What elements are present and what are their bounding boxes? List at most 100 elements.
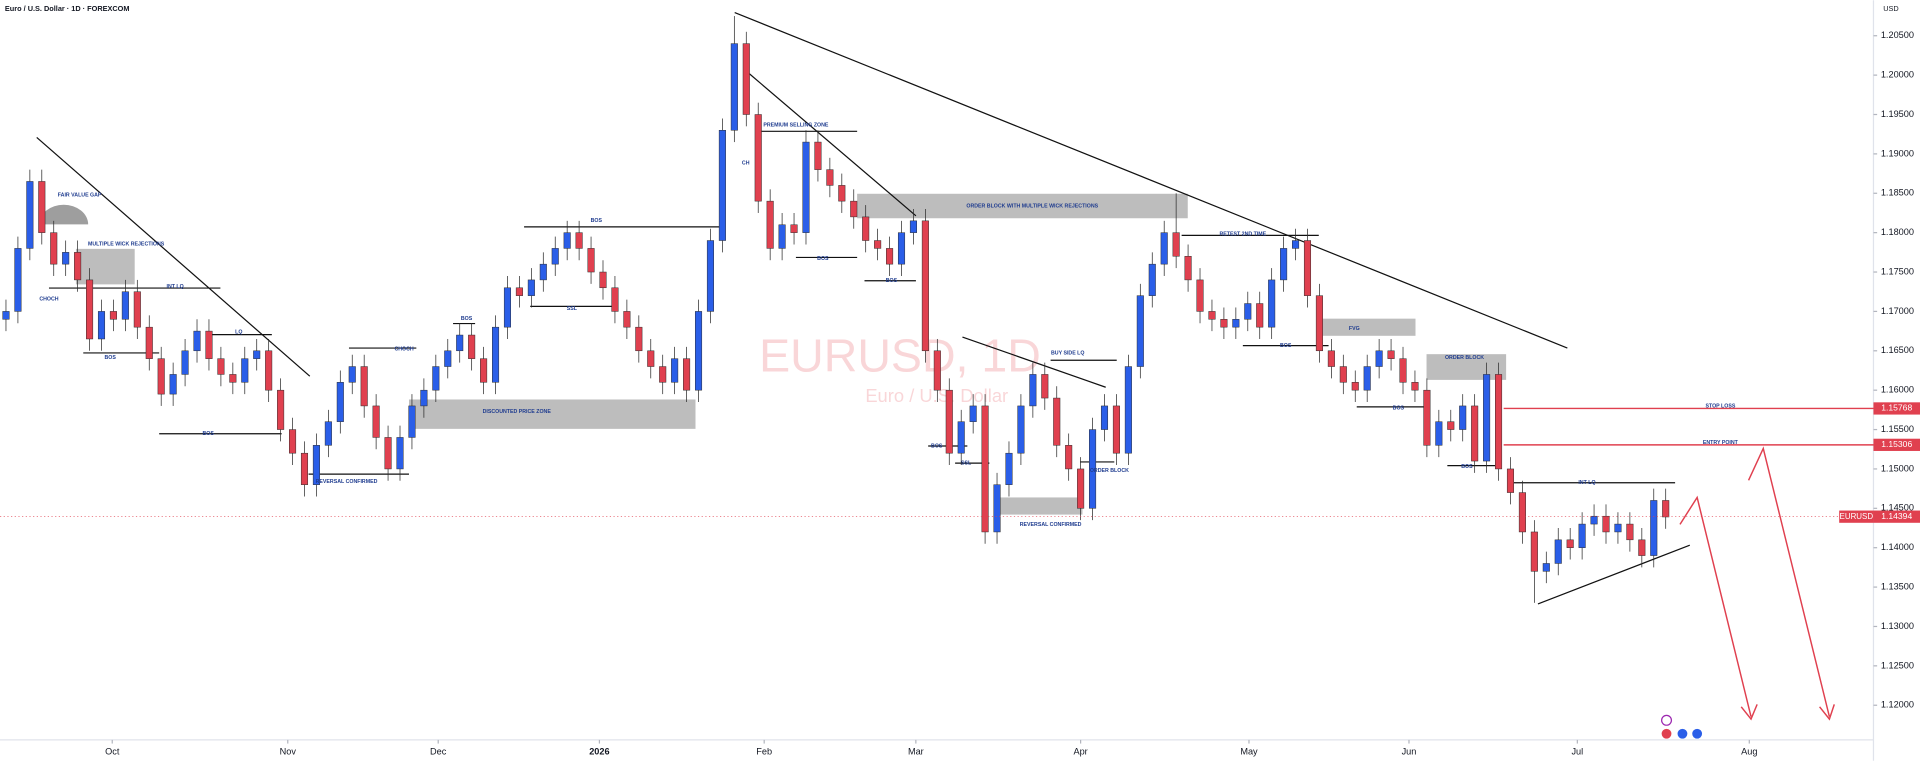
- candle-body: [515, 287, 523, 296]
- candle-body: [1399, 358, 1407, 383]
- candle-body: [74, 252, 82, 281]
- candle-body: [1220, 319, 1228, 328]
- annotation: REVERSAL CONFIRMED: [1020, 522, 1082, 528]
- trend-line: [748, 73, 917, 217]
- candle-body: [1530, 531, 1538, 572]
- candle-body: [1590, 515, 1598, 525]
- candle-body: [372, 405, 380, 438]
- candle-body: [1542, 563, 1550, 572]
- candle-body: [969, 405, 977, 422]
- x-tick-label: Jul: [1571, 747, 1583, 757]
- candle-body: [599, 271, 607, 289]
- price-tag: [1873, 402, 1920, 415]
- candle-body: [480, 358, 488, 383]
- y-tick-label: 1.16500: [1881, 345, 1914, 355]
- candle-body: [1184, 256, 1192, 281]
- candle-body: [909, 220, 917, 233]
- y-tick-label: 1.15000: [1881, 463, 1914, 473]
- candle-body: [348, 366, 356, 383]
- candle-body: [1387, 350, 1395, 359]
- candle-body: [1029, 374, 1037, 407]
- icon: [1692, 728, 1703, 739]
- y-tick-label: 1.17500: [1881, 266, 1914, 276]
- candle-body: [324, 421, 332, 446]
- candle-body: [169, 374, 177, 395]
- level-label: ENTRY POINT: [1703, 440, 1739, 446]
- candle-body: [1339, 366, 1347, 383]
- annotation: SSL: [961, 461, 972, 467]
- candle-body: [1375, 350, 1383, 367]
- y-tick-label: 1.13000: [1881, 621, 1914, 631]
- candle-body: [384, 437, 392, 470]
- candle-body: [38, 181, 46, 233]
- annotation: BUY SIDE LQ: [1051, 350, 1084, 356]
- drawings: [36, 11, 1835, 739]
- annotation: MULTIPLE WICK REJECTIONS: [88, 241, 165, 247]
- candle-body: [993, 484, 1001, 533]
- candle-body: [838, 185, 846, 202]
- candle-body: [647, 350, 655, 367]
- candle-body: [26, 181, 34, 249]
- x-tick-label: Nov: [280, 747, 297, 757]
- candle-body: [778, 224, 786, 249]
- candle-body: [1303, 240, 1312, 296]
- candle-body: [1196, 279, 1204, 312]
- y-tick-label: 1.12500: [1881, 660, 1914, 670]
- x-tick-label: May: [1240, 747, 1258, 757]
- candle-body: [1566, 539, 1574, 548]
- candle-body: [1614, 523, 1622, 533]
- zone: [994, 497, 1083, 515]
- candle-body: [1327, 350, 1335, 367]
- candle-body: [121, 291, 129, 320]
- candle-body: [766, 200, 774, 249]
- candle-body: [802, 141, 810, 233]
- candle-body: [1626, 523, 1634, 541]
- x-tick-label: Oct: [105, 747, 120, 757]
- annotation: SSL: [567, 306, 578, 312]
- annotation: BOS: [461, 316, 473, 322]
- annotation: RETEST 2ND TIME: [1220, 232, 1267, 238]
- candle-body: [981, 405, 989, 533]
- icon: [1661, 728, 1672, 739]
- x-tick-label: Feb: [756, 747, 772, 757]
- annotation: BOS: [931, 443, 943, 449]
- candle-body: [265, 350, 273, 391]
- y-tick-label: 1.19500: [1881, 109, 1914, 119]
- y-tick-label: 1.14000: [1881, 542, 1914, 552]
- y-tick-label: 1.16000: [1881, 385, 1914, 395]
- candle-body: [241, 358, 249, 383]
- candle-body: [1244, 303, 1252, 320]
- candle-body: [635, 326, 643, 352]
- candle-body: [718, 130, 726, 241]
- watermark-title: EURUSD, 1D: [759, 329, 1041, 381]
- annotation: CH: [742, 161, 750, 167]
- annotation: INT LQ: [166, 284, 183, 290]
- watermark-subtitle: Euro / U.S. Dollar: [865, 385, 1008, 406]
- candle-body: [1518, 492, 1526, 533]
- candle-body: [1136, 295, 1144, 367]
- candle-body: [1315, 295, 1323, 352]
- annotation: BOS: [591, 218, 603, 224]
- fvg-arc: [39, 204, 89, 225]
- candle-body: [205, 330, 213, 359]
- candle-body: [229, 374, 237, 383]
- candle-body: [921, 220, 929, 352]
- price-tag-value: 1.15768: [1881, 403, 1912, 413]
- candle-body: [1638, 539, 1646, 556]
- annotation: INT LQ: [1578, 480, 1595, 486]
- candle-body: [575, 232, 583, 249]
- candle-body: [1280, 248, 1288, 281]
- candle-body: [659, 366, 667, 383]
- y-tick-label: 1.13500: [1881, 582, 1914, 592]
- annotation: FAIR VALUE GAP: [58, 192, 102, 198]
- candle-body: [1208, 311, 1216, 320]
- candle-body: [145, 326, 153, 359]
- y-tick-label: 1.17000: [1881, 306, 1914, 316]
- x-tick-label: Dec: [430, 747, 447, 757]
- x-tick-label: Mar: [908, 747, 924, 757]
- annotation: DISCOUNTED PRICE ZONE: [483, 409, 552, 415]
- candle-body: [157, 358, 165, 395]
- annotation: PREMIUM SELLING ZONE: [763, 123, 829, 129]
- price-tag-name: EURUSD: [1840, 512, 1874, 521]
- candle-body: [109, 311, 117, 320]
